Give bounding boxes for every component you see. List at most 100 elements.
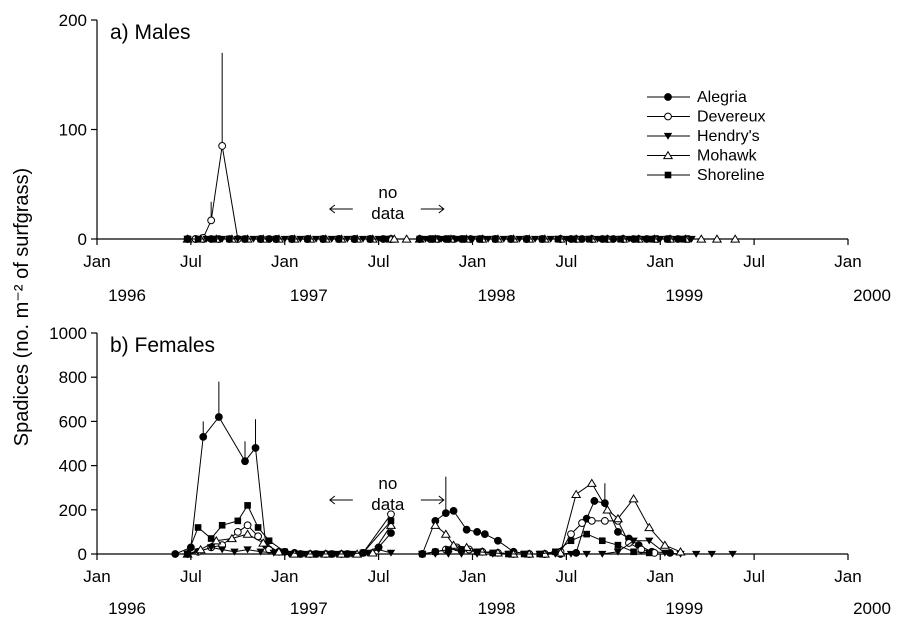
legend-label: Devereux (697, 109, 765, 126)
no-data-label: no (378, 183, 397, 202)
legend-item: Devereux (647, 109, 765, 126)
data-point (273, 547, 284, 556)
data-point (494, 536, 502, 545)
data-point (449, 507, 458, 515)
legend-item: Alegria (647, 89, 747, 106)
data-point (207, 535, 215, 542)
data-point (297, 550, 304, 558)
data-point (184, 235, 191, 243)
x-tick-label: Jul (743, 567, 765, 586)
data-point (730, 234, 741, 243)
data-point (171, 550, 180, 558)
data-point (567, 537, 575, 545)
data-point (257, 235, 264, 243)
data-point (476, 235, 484, 243)
x-tick-label: Jan (647, 567, 674, 586)
data-point (351, 235, 358, 243)
data-point (385, 520, 397, 529)
data-point (632, 235, 640, 243)
no-data-label: data (371, 495, 405, 514)
series-devereux (183, 52, 690, 243)
legend-marker (664, 171, 672, 179)
data-point (507, 235, 515, 243)
data-point (660, 549, 670, 557)
no-data-arrowhead-right (438, 204, 445, 214)
data-point (387, 517, 395, 525)
data-point (645, 549, 653, 557)
data-point (460, 235, 468, 243)
x-year-label: 1999 (665, 599, 703, 618)
data-point (536, 550, 544, 558)
data-point (645, 537, 654, 545)
data-point (538, 235, 546, 243)
x-year-label: 1996 (108, 286, 146, 305)
data-point (432, 548, 439, 556)
x-tick-label: Jan (271, 567, 298, 586)
x-tick-label: Jul (368, 252, 390, 271)
data-point (628, 494, 639, 503)
no-data-label: no (378, 474, 397, 493)
data-point (328, 550, 335, 558)
data-point (226, 235, 233, 243)
data-point (387, 510, 395, 519)
legend-label: Mohawk (697, 148, 758, 165)
legend-label: Shoreline (697, 167, 765, 184)
data-point (445, 546, 452, 553)
data-point (679, 235, 687, 243)
data-point (585, 235, 593, 243)
data-point (254, 524, 262, 531)
legend-marker (664, 112, 672, 121)
legend-marker (663, 132, 673, 140)
data-point (312, 550, 320, 558)
series-line (434, 482, 681, 555)
data-point (335, 235, 343, 243)
x-tick-label: Jul (556, 252, 578, 271)
series-line (187, 504, 392, 555)
data-point (217, 546, 227, 554)
legend-marker (664, 93, 672, 101)
data-point (418, 550, 426, 558)
data-point (430, 520, 441, 529)
data-point (505, 550, 512, 558)
x-tick-label: Jul (180, 252, 202, 271)
series-line (187, 513, 392, 555)
data-point (480, 530, 489, 539)
data-point (600, 499, 609, 508)
data-point (570, 235, 577, 243)
data-point (429, 235, 437, 243)
data-point (664, 235, 671, 243)
series-line (187, 145, 391, 240)
x-tick-label: Jan (83, 567, 110, 586)
x-tick-label: Jan (459, 252, 486, 271)
data-point (441, 509, 450, 518)
data-point (367, 548, 378, 557)
legend-label: Hendry's (697, 128, 760, 145)
data-point (613, 548, 623, 556)
x-year-label: 1998 (478, 286, 516, 305)
data-point (273, 235, 280, 243)
data-point (244, 502, 251, 509)
x-year-label: 2000 (853, 599, 891, 618)
x-year-label: 1997 (290, 286, 328, 305)
panel-females: 0 200 400 600 800 1000 Jan Jul Jan Jul Jan Jul Jan Ju… (49, 324, 891, 618)
data-point (256, 548, 265, 556)
data-point (382, 235, 390, 243)
data-point (614, 528, 622, 536)
data-point (226, 533, 238, 543)
no-data-arrowhead-left (329, 495, 336, 505)
data-point (492, 235, 499, 243)
data-point (374, 546, 383, 554)
x-tick-label: Jan (271, 252, 298, 271)
data-point (552, 548, 559, 556)
data-point (707, 550, 717, 558)
data-point (387, 529, 395, 537)
data-point (567, 530, 575, 539)
y-axis-label: Spadices (no. m⁻² of surfgrass) (11, 168, 33, 446)
data-point (586, 478, 597, 487)
no-data-arrowhead-left (329, 204, 336, 214)
x-year-label: 1999 (665, 286, 703, 305)
data-point (458, 546, 465, 553)
data-point (194, 235, 202, 243)
data-point (571, 489, 582, 498)
